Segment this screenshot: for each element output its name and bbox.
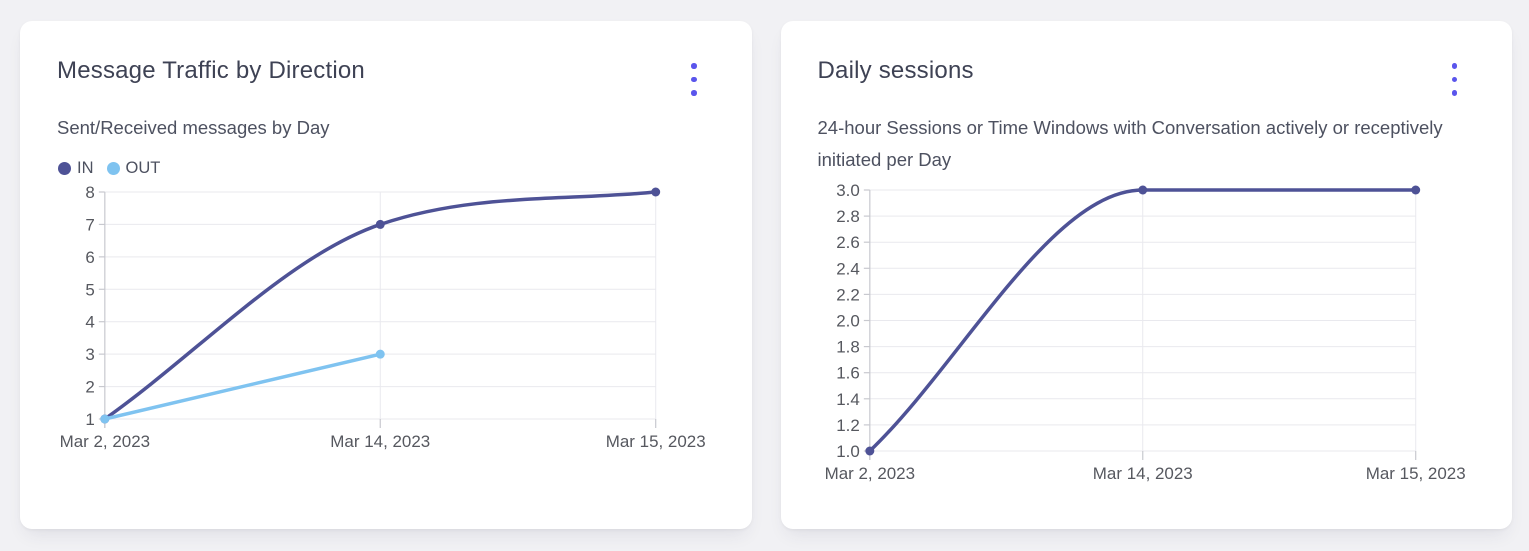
- kebab-menu-icon[interactable]: [685, 61, 703, 98]
- card-subtitle: 24-hour Sessions or Time Windows with Co…: [817, 117, 1443, 170]
- kebab-dot: [1451, 76, 1457, 82]
- y-tick-label: 3.0: [836, 181, 860, 200]
- y-tick-label: 2.8: [836, 207, 860, 226]
- y-tick-label: 2.2: [836, 285, 860, 304]
- x-tick-label: Mar 15, 2023: [1365, 464, 1465, 483]
- y-tick-label: 4: [85, 313, 94, 332]
- y-tick-label: 3: [85, 345, 94, 364]
- data-point[interactable]: [1137, 185, 1147, 195]
- card-title: Message Traffic by Direction: [57, 57, 365, 84]
- x-tick-label: Mar 15, 2023: [606, 432, 706, 451]
- legend-item-in[interactable]: IN: [58, 159, 94, 178]
- y-tick-label: 1: [85, 410, 94, 429]
- kebab-dot: [691, 90, 697, 96]
- x-tick-label: Mar 2, 2023: [824, 464, 914, 483]
- message-traffic-line-chart: 1 2 3 4 5 6 7 8 Mar 2, 2023 Mar 14, 2023 Mar 15, 2…: [60, 183, 706, 451]
- y-tick-label: 2: [85, 378, 94, 397]
- card-subtitle: Sent/Received messages by Day: [57, 117, 330, 138]
- series-line-daily-sessions: [867, 188, 1417, 453]
- y-tick-label: 1.6: [836, 364, 860, 383]
- y-tick-label: 2.6: [836, 233, 860, 252]
- kebab-dot: [1451, 90, 1457, 96]
- y-tick-label: 1.2: [836, 416, 860, 435]
- data-point[interactable]: [1410, 185, 1420, 195]
- x-tick-label: Mar 14, 2023: [330, 432, 430, 451]
- legend-label: IN: [77, 159, 94, 177]
- card-daily-sessions: Daily sessions 24-hour Sessions or Time …: [780, 21, 1512, 529]
- y-tick-label: 5: [85, 280, 94, 299]
- y-tick-label: 7: [85, 215, 94, 234]
- x-tick-label: Mar 14, 2023: [1092, 464, 1192, 483]
- daily-sessions-line-chart: 1.0 1.2 1.4 1.6 1.8 2.0 2.2 2.4 2.6 2.8 3.0 Mar 2, …: [824, 181, 1465, 483]
- y-tick-label: 2.0: [836, 311, 860, 330]
- legend-item-out[interactable]: OUT: [106, 159, 161, 178]
- y-tick-label: 1.4: [836, 390, 860, 409]
- legend-dot-icon: [58, 162, 71, 175]
- kebab-dot: [691, 63, 697, 69]
- series-line-out: [103, 352, 383, 421]
- kebab-dot: [691, 76, 697, 82]
- data-point[interactable]: [100, 414, 110, 424]
- legend-label: OUT: [125, 159, 161, 177]
- data-point[interactable]: [864, 446, 874, 456]
- y-tick-label: 6: [85, 248, 94, 267]
- y-tick-label: 8: [85, 183, 94, 202]
- data-point[interactable]: [375, 349, 385, 359]
- data-point[interactable]: [651, 187, 661, 197]
- data-point[interactable]: [375, 219, 385, 229]
- x-tick-label: Mar 2, 2023: [60, 432, 150, 451]
- y-tick-label: 1.8: [836, 338, 860, 357]
- card-title: Daily sessions: [817, 57, 974, 84]
- card-message-traffic: Message Traffic by Direction Sent/Receiv…: [20, 21, 752, 529]
- legend-dot-icon: [106, 162, 120, 175]
- y-tick-label: 1.0: [836, 442, 860, 461]
- kebab-menu-icon[interactable]: [1446, 61, 1464, 98]
- chart-legend: IN OUT: [58, 159, 160, 178]
- kebab-dot: [1451, 63, 1457, 69]
- y-tick-label: 2.4: [836, 259, 860, 278]
